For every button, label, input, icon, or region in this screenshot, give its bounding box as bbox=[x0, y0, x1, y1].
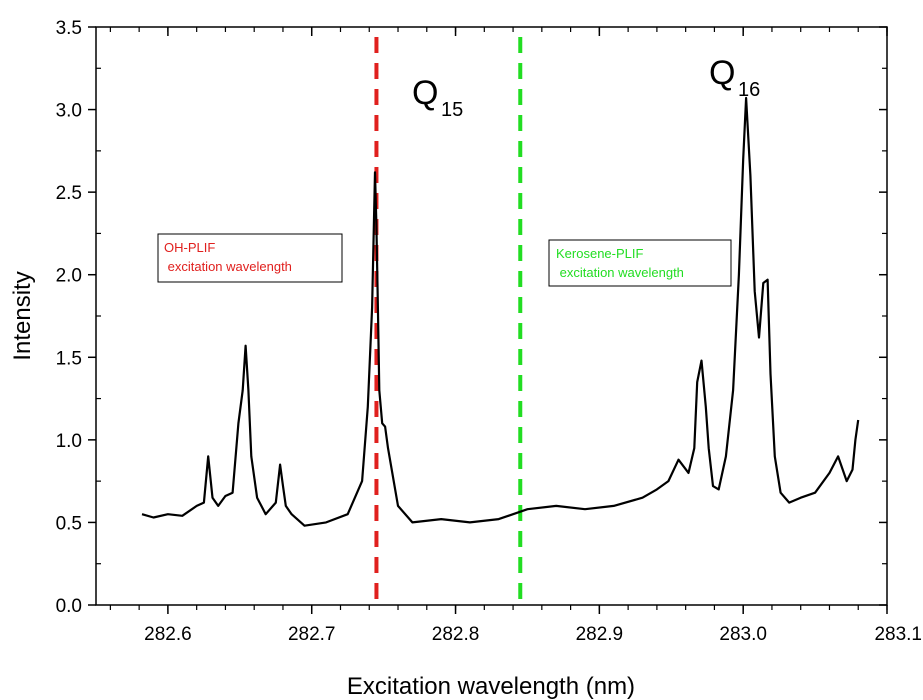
y-axis-title: Intensity bbox=[9, 271, 36, 360]
y-tick-label: 2.0 bbox=[56, 266, 82, 287]
y-axis-ticks: 0.0 0.5 1.0 1.5 2.0 2.5 3.0 3.5 bbox=[56, 18, 887, 617]
x-tick-label: 282.9 bbox=[576, 624, 624, 645]
q16-label: Q bbox=[709, 54, 735, 92]
spectrum-line-0 bbox=[141, 96, 860, 527]
x-tick-label: 283.0 bbox=[719, 624, 767, 645]
spectrum-series bbox=[141, 96, 860, 527]
x-axis-title: Excitation wavelength (nm) bbox=[347, 673, 635, 700]
y-tick-label: 3.0 bbox=[56, 101, 82, 122]
y-tick-label: 3.5 bbox=[56, 18, 82, 39]
x-tick-label: 283.1 bbox=[874, 624, 922, 645]
q15-subscript: 15 bbox=[441, 99, 463, 121]
y-tick-label: 1.5 bbox=[56, 348, 82, 369]
x-tick-label: 282.8 bbox=[432, 624, 480, 645]
kerosene-plif-annotation: Kerosene-PLIF excitation wavelength bbox=[548, 239, 732, 287]
kerosene-plif-sublabel: excitation wavelength bbox=[556, 265, 684, 280]
x-tick-label: 282.7 bbox=[288, 624, 336, 645]
y-tick-label: 0.0 bbox=[56, 596, 82, 617]
oh-plif-sublabel: excitation wavelength bbox=[164, 259, 292, 274]
x-tick-label: 282.6 bbox=[144, 624, 192, 645]
q16-subscript: 16 bbox=[738, 79, 760, 101]
y-tick-label: 2.5 bbox=[56, 183, 82, 204]
q15-label: Q bbox=[412, 74, 438, 112]
oh-plif-label: OH-PLIF bbox=[164, 240, 215, 255]
y-tick-label: 0.5 bbox=[56, 513, 82, 534]
oh-plif-annotation: OH-PLIF excitation wavelength bbox=[157, 233, 343, 283]
x-axis-ticks: 282.6 282.7 282.8 282.9 283.0 283.1 bbox=[109, 27, 922, 645]
excitation-lines bbox=[374, 37, 523, 605]
kerosene-plif-label: Kerosene-PLIF bbox=[556, 246, 643, 261]
y-tick-label: 1.0 bbox=[56, 431, 82, 452]
